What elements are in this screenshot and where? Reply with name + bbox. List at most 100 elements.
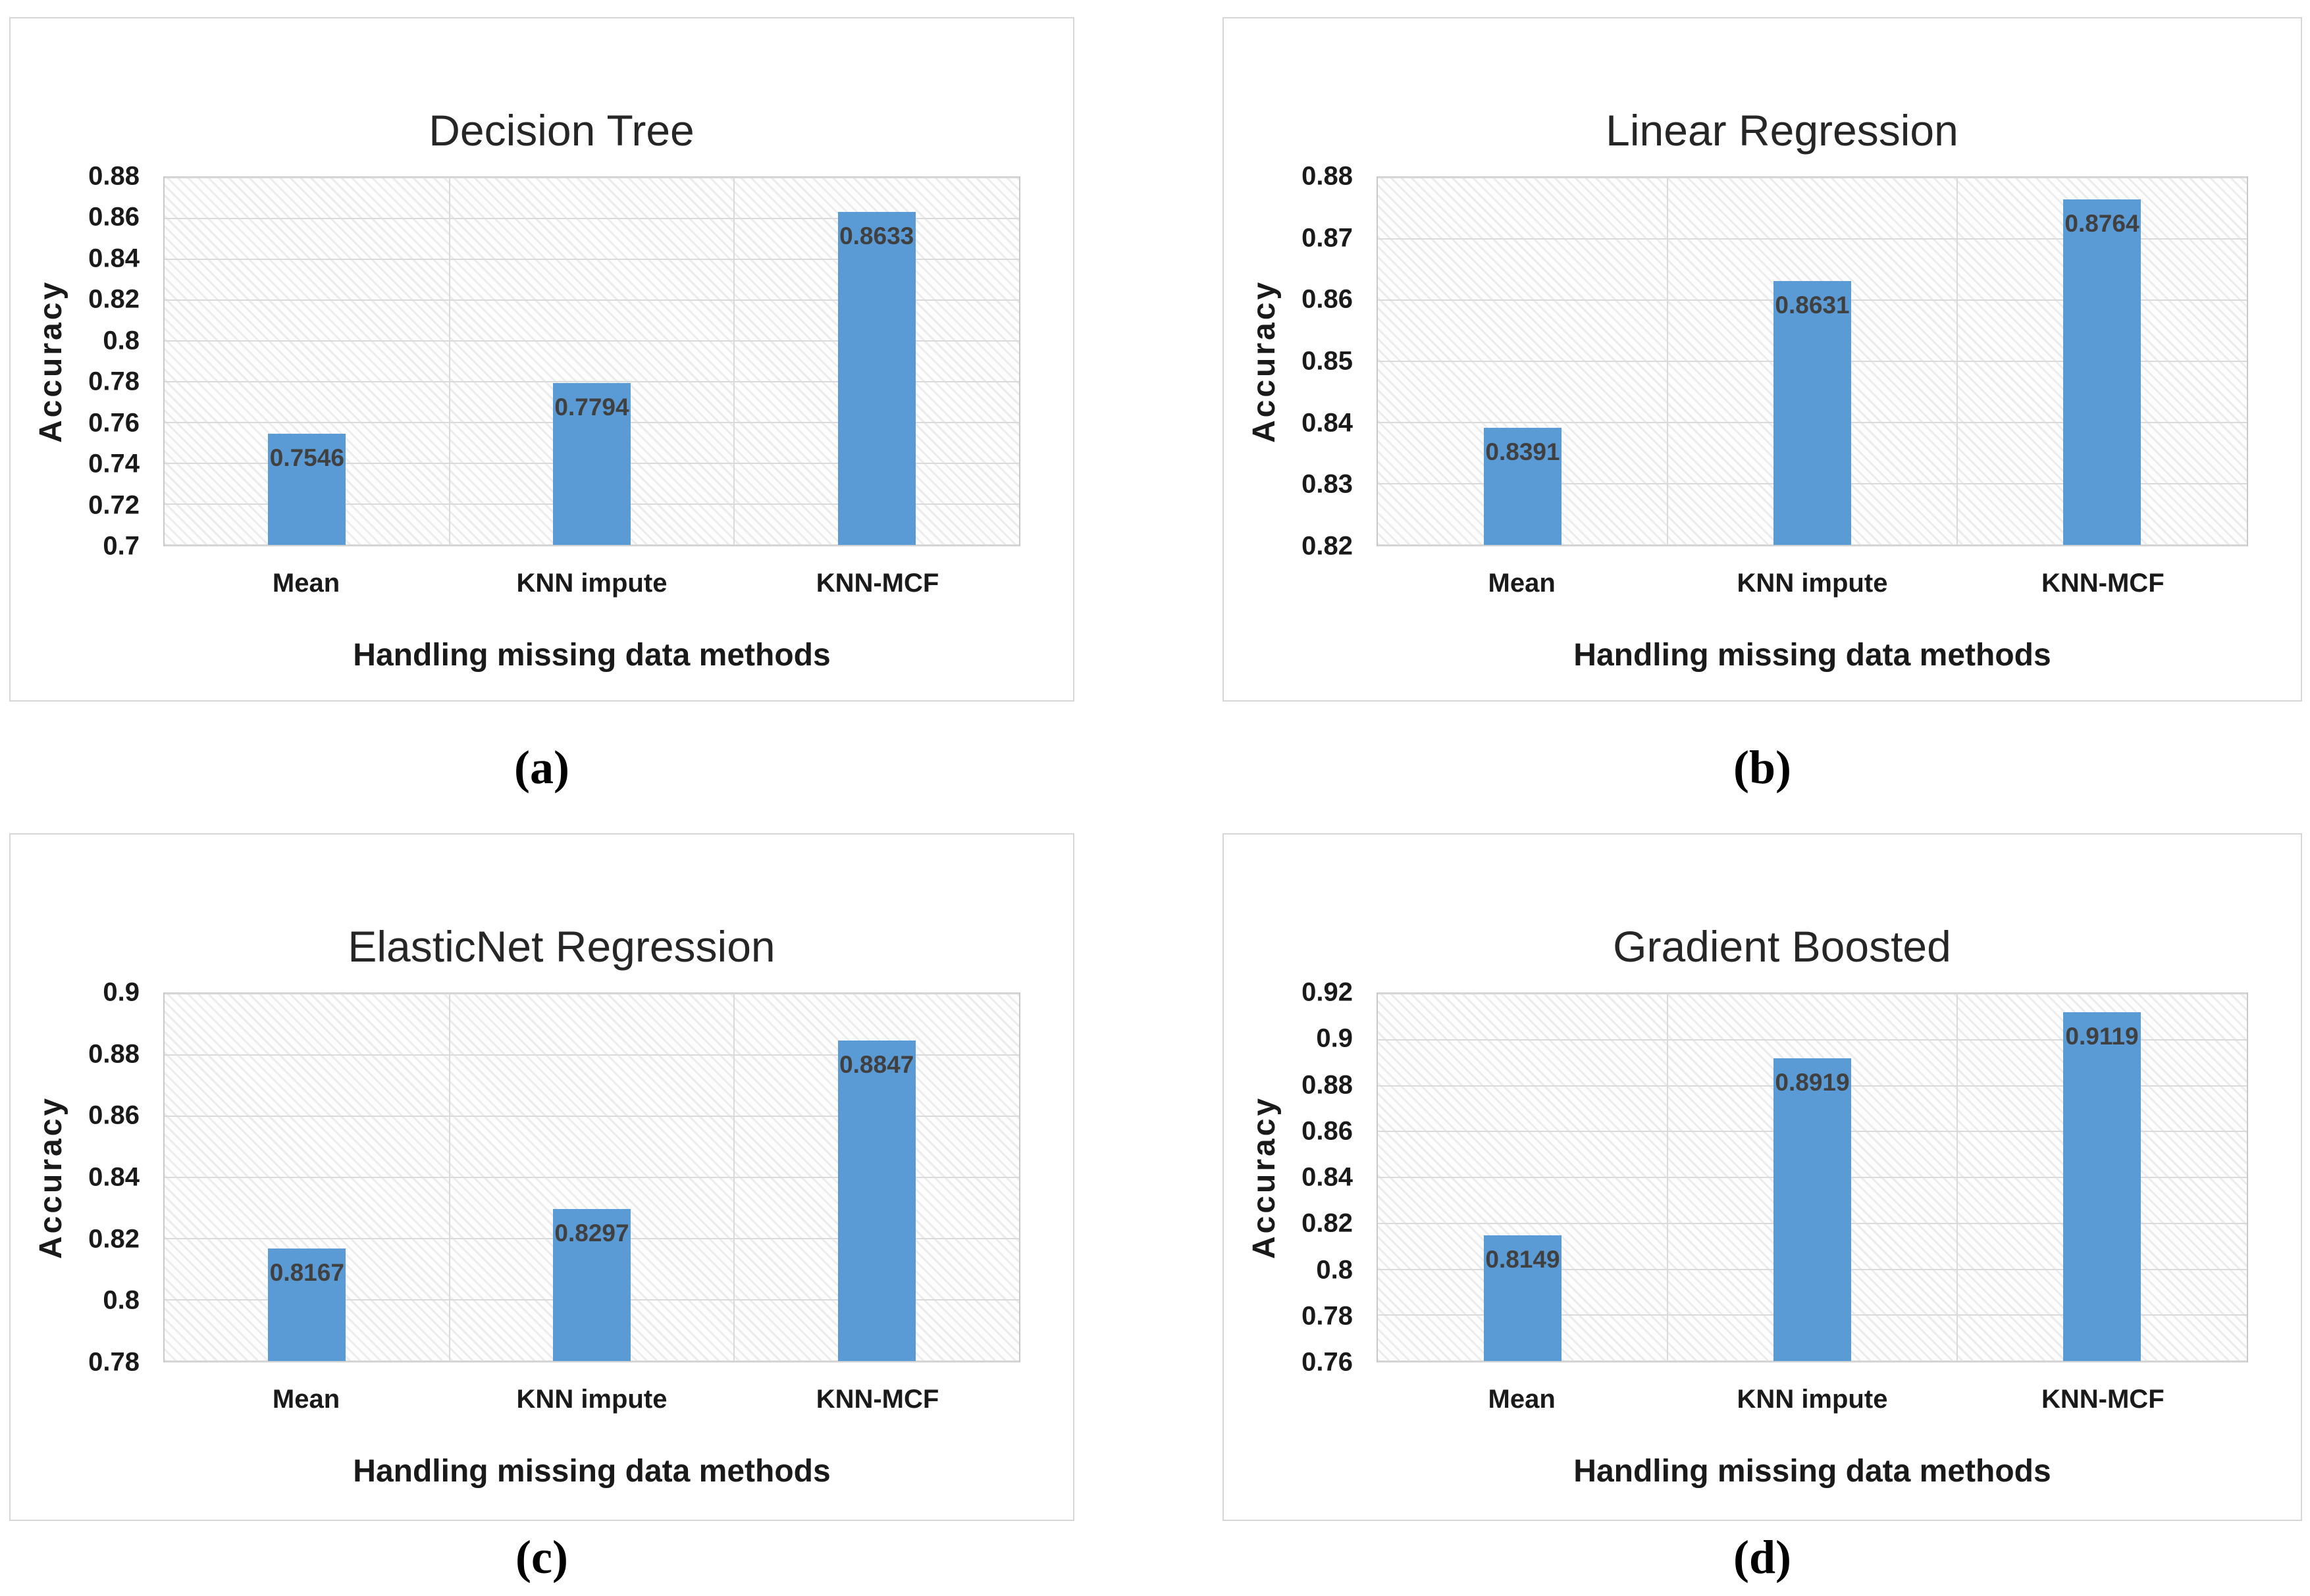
gridline-vertical	[1667, 994, 1668, 1361]
x-tick-label: KNN-MCF	[2041, 1385, 2165, 1414]
bar-value-label: 0.8847	[839, 1051, 914, 1079]
gridline-horizontal	[165, 218, 1019, 219]
y-tick-label: 0.83	[1301, 469, 1353, 499]
bar-mean: 0.7546	[268, 433, 346, 545]
bar-value-label: 0.8633	[839, 222, 914, 249]
y-tick-label: 0.9	[103, 977, 140, 1007]
bar-value-label: 0.8631	[1775, 292, 1850, 319]
bar-value-label: 0.9119	[2065, 1023, 2139, 1050]
bar-value-label: 0.7546	[269, 444, 344, 471]
gridline-vertical	[1667, 178, 1668, 545]
gridline-horizontal	[1378, 1360, 2247, 1362]
gridline-horizontal	[165, 1177, 1019, 1178]
chart-title: Gradient Boosted	[1613, 922, 1951, 971]
bar-knn-impute: 0.7794	[553, 382, 631, 545]
y-tick-label: 0.82	[1301, 531, 1353, 561]
gridline-horizontal	[165, 177, 1019, 178]
y-tick-label: 0.8	[103, 1285, 140, 1315]
gridline-vertical	[1956, 994, 1958, 1361]
caption-c: (c)	[9, 1521, 1074, 1593]
gridline-horizontal	[165, 1360, 1019, 1362]
chart-title: ElasticNet Regression	[348, 922, 775, 971]
y-tick-label: 0.86	[1301, 284, 1353, 314]
x-axis-ticks: Mean KNN impute KNN-MCF	[163, 569, 1020, 598]
panel-gradient-boosted: Gradient Boosted Accuracy 0.92 0.9 0.88 0.8…	[1222, 833, 2302, 1521]
y-tick-label: 0.86	[88, 202, 140, 232]
x-tick-label: Mean	[272, 569, 340, 598]
panel-caption-label: (a)	[514, 740, 569, 794]
y-axis-ticks: 0.92 0.9 0.88 0.86 0.84 0.82 0.8 0.78 0.76	[1224, 978, 1359, 1377]
bar-value-label: 0.8764	[2064, 210, 2139, 238]
gridline-horizontal	[1378, 238, 2247, 240]
gridline-vertical	[733, 178, 735, 545]
plot-area: 0.8149 0.8919 0.9119	[1377, 992, 2248, 1362]
gridline-horizontal	[165, 259, 1019, 260]
bar-knn-impute: 0.8297	[553, 1208, 631, 1361]
bar-knn-mcf: 0.8764	[2063, 199, 2141, 545]
bar-value-label: 0.8297	[554, 1219, 629, 1247]
bar-mean: 0.8149	[1484, 1235, 1562, 1361]
y-tick-label: 0.84	[88, 1162, 140, 1192]
bar-mean: 0.8391	[1484, 428, 1562, 545]
panel-caption-label: (d)	[1733, 1530, 1791, 1583]
gridline-horizontal	[165, 993, 1019, 994]
bar-value-label: 0.8391	[1485, 438, 1560, 466]
y-tick-label: 0.78	[1301, 1301, 1353, 1331]
y-tick-label: 0.92	[1301, 977, 1353, 1007]
y-tick-label: 0.72	[88, 490, 140, 520]
bar-knn-impute: 0.8631	[1773, 281, 1851, 545]
x-axis-ticks: Mean KNN impute KNN-MCF	[1377, 1385, 2248, 1414]
bar-knn-mcf: 0.8633	[837, 211, 916, 545]
x-axis-title: Handling missing data methods	[1573, 1454, 2051, 1489]
y-tick-label: 0.84	[1301, 1162, 1353, 1192]
y-axis-ticks: 0.9 0.88 0.86 0.84 0.82 0.8 0.78	[11, 978, 146, 1377]
gridline-horizontal	[165, 299, 1019, 301]
panel-caption-label: (b)	[1733, 740, 1791, 794]
panel-linear-regression: Linear Regression Accuracy 0.88 0.87 0.86 0…	[1222, 17, 2302, 702]
y-tick-label: 0.8	[103, 326, 140, 355]
gridline-horizontal	[165, 1116, 1019, 1117]
y-tick-label: 0.82	[88, 284, 140, 314]
y-tick-label: 0.78	[88, 367, 140, 396]
x-tick-label: KNN-MCF	[816, 1385, 939, 1414]
x-axis-ticks: Mean KNN impute KNN-MCF	[1377, 569, 2248, 598]
gridline-vertical	[733, 994, 735, 1361]
plot-area: 0.8391 0.8631 0.8764	[1377, 176, 2248, 546]
y-tick-label: 0.84	[1301, 408, 1353, 438]
x-tick-label: KNN impute	[1737, 569, 1888, 598]
x-tick-label: KNN impute	[516, 569, 668, 598]
y-tick-label: 0.76	[88, 408, 140, 438]
x-tick-label: Mean	[272, 1385, 340, 1414]
x-tick-label: KNN impute	[1737, 1385, 1888, 1414]
bar-mean: 0.8167	[268, 1248, 346, 1361]
y-tick-label: 0.88	[1301, 1070, 1353, 1099]
y-tick-label: 0.7	[103, 531, 140, 561]
x-axis-title: Handling missing data methods	[353, 638, 831, 673]
gridline-horizontal	[1378, 544, 2247, 546]
bar-value-label: 0.8919	[1775, 1069, 1850, 1096]
y-tick-label: 0.9	[1316, 1023, 1353, 1053]
y-tick-label: 0.76	[1301, 1347, 1353, 1377]
x-axis-ticks: Mean KNN impute KNN-MCF	[163, 1385, 1020, 1414]
caption-d: (d)	[1222, 1521, 2302, 1593]
x-axis-title: Handling missing data methods	[353, 1454, 831, 1489]
y-tick-label: 0.8	[1316, 1255, 1353, 1284]
y-tick-label: 0.88	[88, 161, 140, 191]
y-tick-label: 0.88	[1301, 161, 1353, 191]
y-tick-label: 0.85	[1301, 346, 1353, 376]
y-tick-label: 0.86	[88, 1100, 140, 1130]
chart-title: Linear Regression	[1606, 106, 1958, 155]
gridline-vertical	[448, 994, 450, 1361]
gridline-horizontal	[165, 340, 1019, 342]
gridline-vertical	[448, 178, 450, 545]
gridline-horizontal	[1378, 177, 2247, 178]
bar-value-label: 0.8149	[1485, 1245, 1560, 1273]
gridline-horizontal	[165, 381, 1019, 382]
y-axis-ticks: 0.88 0.87 0.86 0.85 0.84 0.83 0.82	[1224, 162, 1359, 561]
y-tick-label: 0.82	[1301, 1208, 1353, 1238]
bar-knn-mcf: 0.8847	[837, 1041, 916, 1361]
gridline-horizontal	[165, 1054, 1019, 1056]
gridline-horizontal	[1378, 1039, 2247, 1041]
x-tick-label: KNN-MCF	[2041, 569, 2165, 598]
